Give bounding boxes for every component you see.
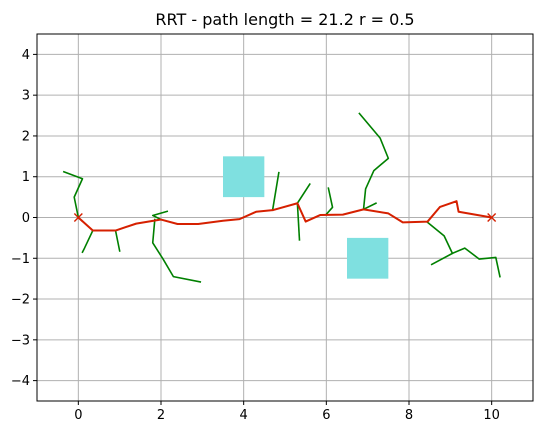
start-marker-stroke	[73, 213, 83, 222]
x-tick-label: 6	[322, 408, 330, 423]
y-tick-label: 2	[22, 129, 30, 144]
tree-branch	[325, 187, 334, 216]
tree-branch	[296, 202, 301, 241]
tree-branch	[358, 112, 390, 211]
grid	[37, 34, 533, 401]
x-tick-label: 0	[74, 408, 82, 423]
y-tick-label: −2	[11, 293, 30, 308]
tree-branch	[151, 218, 202, 283]
y-tick-label: −4	[11, 374, 30, 389]
tree-branch	[62, 170, 84, 219]
goal-marker-stroke	[487, 213, 497, 222]
rrt-path	[77, 200, 492, 232]
tree-branch	[296, 182, 311, 205]
y-tick-label: 1	[22, 170, 30, 185]
y-tick-label: 0	[22, 211, 30, 226]
markers	[73, 213, 497, 222]
x-tick-label: 2	[157, 408, 165, 423]
y-tick-label: 4	[22, 48, 30, 63]
tree-branch	[362, 202, 378, 211]
tree-branch	[426, 221, 454, 266]
chart-title: RRT - path length = 21.2 r = 0.5	[155, 10, 414, 29]
obstacles	[223, 156, 389, 279]
start-marker	[73, 213, 83, 222]
tree-branch	[451, 247, 501, 278]
tree-branch	[271, 171, 280, 212]
tree-branch	[114, 229, 121, 252]
y-tick-label: 3	[22, 89, 30, 104]
tree-branch	[81, 229, 94, 254]
y-tick-label: −3	[11, 333, 30, 348]
x-tick-label: 8	[405, 408, 413, 423]
x-tick-label: 4	[240, 408, 248, 423]
y-tick-label: −1	[11, 252, 30, 267]
goal-marker	[487, 213, 497, 222]
obstacle	[347, 237, 389, 279]
obstacle	[223, 156, 265, 198]
rrt-tree	[62, 112, 501, 283]
tree-branch	[151, 210, 169, 221]
x-tick-label: 10	[483, 408, 500, 423]
path-line	[77, 200, 492, 232]
ticks: 0 2 4 6 8 10 −4 −3 −2 −1 0 1 2 3 4	[11, 48, 500, 423]
